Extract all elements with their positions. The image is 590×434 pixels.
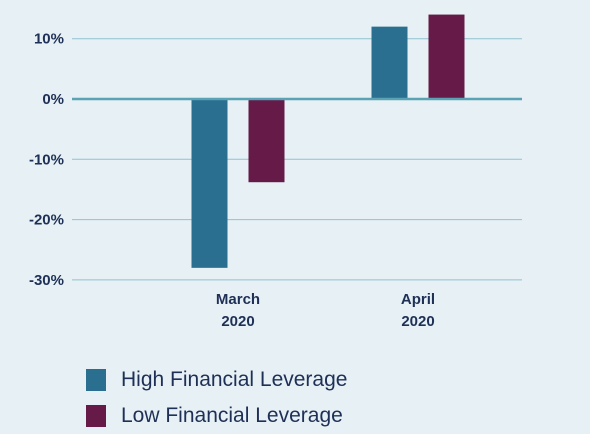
legend-label-high: High Financial Leverage bbox=[121, 368, 348, 391]
bar-high-1 bbox=[371, 26, 408, 99]
bar-high-0 bbox=[191, 99, 228, 268]
y-tick-label: -20% bbox=[29, 212, 64, 229]
legend-item-high: High Financial Leverage bbox=[86, 362, 347, 398]
x-category-label: 2020 bbox=[221, 313, 254, 330]
legend-label-low: Low Financial Leverage bbox=[121, 404, 343, 427]
legend: High Financial Leverage Low Financial Le… bbox=[86, 362, 347, 434]
legend-swatch-low bbox=[86, 405, 106, 427]
x-category-label: 2020 bbox=[401, 313, 434, 330]
x-category-label: March bbox=[216, 291, 260, 308]
legend-swatch-high bbox=[86, 369, 106, 391]
y-tick-label: -10% bbox=[29, 151, 64, 168]
bar-low-0 bbox=[248, 99, 285, 183]
y-tick-label: -30% bbox=[29, 272, 64, 289]
legend-item-low: Low Financial Leverage bbox=[86, 398, 347, 434]
y-tick-label: 10% bbox=[34, 31, 64, 48]
y-tick-label: 0% bbox=[42, 91, 64, 108]
bar-low-1 bbox=[428, 14, 465, 99]
x-category-label: April bbox=[401, 291, 435, 308]
